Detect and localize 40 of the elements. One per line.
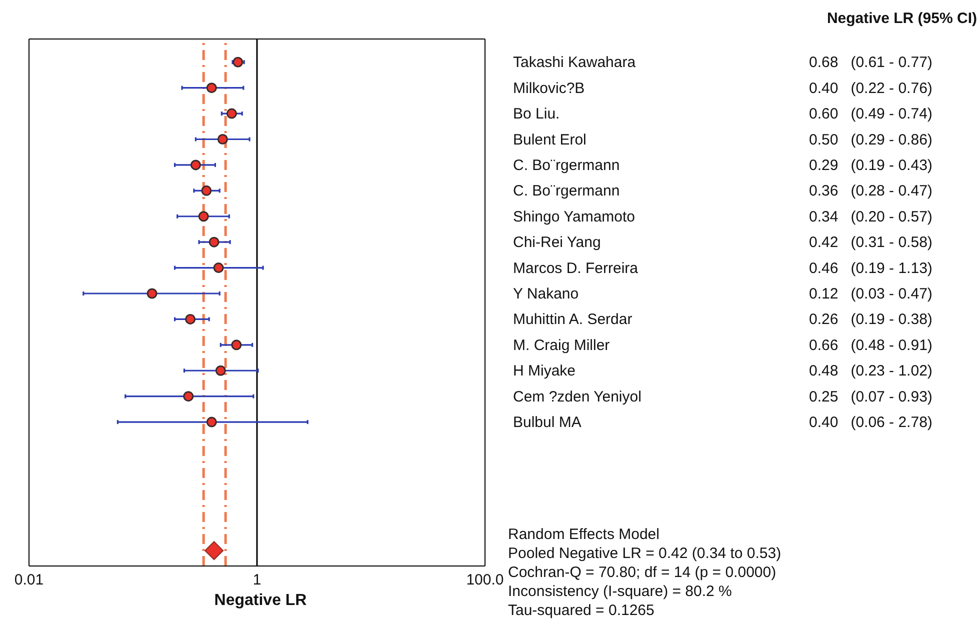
text: Pooled Negative LR = 0.42 (0.34 to 0.53) [508, 544, 782, 563]
text: Inconsistency (I-square) = 80.2 % [508, 582, 733, 601]
data-label: 0.46 (0.19 - 1.13) [809, 260, 932, 277]
y-tick-label: M. Craig Miller [513, 336, 610, 354]
y-tick-label: C. Bo¨rgermann [513, 156, 620, 174]
text: Random Effects Model [508, 525, 660, 544]
y-tick-label: Bo Liu. [513, 106, 560, 123]
data-label: 0.25 (0.07 - 0.93) [809, 388, 932, 406]
data-label: 0.34 (0.20 - 0.57) [809, 208, 932, 226]
y-tick-label: Cem ?zden Yeniyol [513, 388, 642, 406]
text: Cochran-Q = 70.80; df = 14 (p = 0.0000) [508, 563, 778, 582]
data-label: 0.36 (0.28 - 0.47) [809, 182, 932, 200]
data-label: 0.29 (0.19 - 0.43) [809, 156, 932, 174]
x-tick-label: 1 [252, 572, 262, 589]
x-tick-label: 0.01 [14, 572, 44, 589]
data-label: 0.48 (0.23 - 1.02) [809, 362, 932, 380]
data-label: 0.42 (0.31 - 0.58) [809, 234, 932, 252]
y-tick-label: Takashi Kawahara [513, 54, 636, 72]
data-label: 0.66 (0.48 - 0.91) [809, 336, 932, 354]
data-label: 0.60 (0.49 - 0.74) [809, 106, 932, 123]
data-label: 0.68 (0.61 - 0.77) [809, 54, 932, 72]
data-label: 0.26 (0.19 - 0.38) [809, 311, 932, 328]
y-tick-label: Muhittin A. Serdar [513, 311, 632, 328]
y-tick-label: Shingo Yamamoto [513, 208, 636, 226]
y-tick-label: Milkovic?B [513, 80, 585, 97]
text: Negative LR (95% CI) [826, 10, 977, 27]
data-label: 0.40 (0.06 - 2.78) [809, 414, 932, 432]
y-tick-label: Bulent Erol [513, 131, 586, 148]
data-label: 0.40 (0.22 - 0.76) [809, 80, 932, 97]
data-label: 0.12 (0.03 - 0.47) [809, 286, 932, 302]
data-label: 0.50 (0.29 - 0.86) [809, 131, 932, 148]
x-tick-label: 100.0 [466, 572, 504, 589]
y-tick-label: C. Bo¨rgermann [513, 182, 620, 200]
text: Tau-squared = 0.1265 [508, 601, 656, 620]
y-tick-label: Bulbul MA [513, 414, 582, 432]
y-tick-label: H Miyake [513, 362, 576, 380]
y-tick-label: Marcos D. Ferreira [513, 260, 639, 277]
x-axis-title: Negative LR [213, 592, 308, 610]
y-tick-label: Chi-Rei Yang [513, 234, 601, 252]
y-tick-label: Y Nakano [513, 286, 579, 302]
